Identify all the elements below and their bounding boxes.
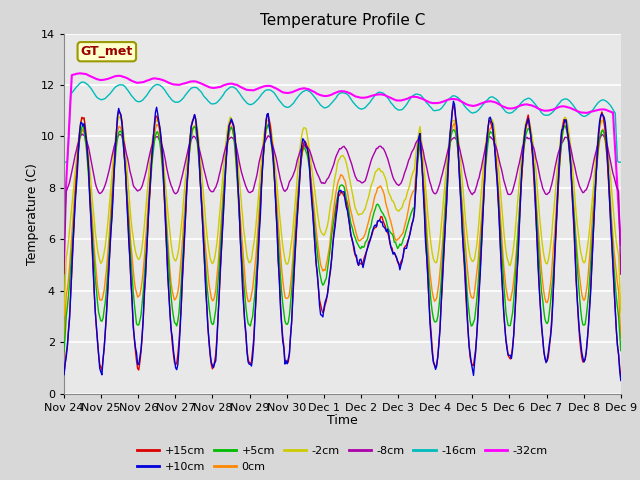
Y-axis label: Temperature (C): Temperature (C): [26, 163, 40, 264]
X-axis label: Time: Time: [327, 414, 358, 427]
Title: Temperature Profile C: Temperature Profile C: [260, 13, 425, 28]
Legend: +15cm, +10cm, +5cm, 0cm, -2cm, -8cm, -16cm, -32cm: +15cm, +10cm, +5cm, 0cm, -2cm, -8cm, -16…: [137, 446, 548, 471]
Text: GT_met: GT_met: [81, 45, 133, 58]
